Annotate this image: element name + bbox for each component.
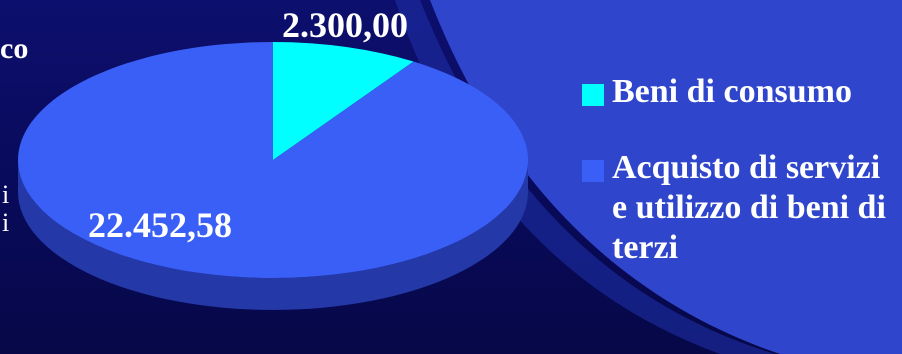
pie-side-wall: [18, 160, 528, 310]
chart-legend: Beni di consumo Acquisto di servizi e ut…: [580, 72, 900, 304]
legend-item-beni-di-consumo: Beni di consumo: [580, 72, 900, 112]
legend-label-beni-di-consumo: Beni di consumo: [612, 73, 852, 110]
pie-slice-acquisto-servizi: [18, 42, 529, 279]
edge-text-top: co: [0, 32, 29, 65]
legend-label-acquisto-servizi: Acquisto di servizi e utilizzo di beni d…: [612, 149, 886, 266]
edge-text-mid-1: i: [2, 180, 10, 209]
edge-text-mid-2: i: [2, 208, 10, 237]
pie-slice-beni-di-consumo: [273, 42, 414, 160]
legend-item-acquisto-servizi: Acquisto di servizi e utilizzo di beni d…: [580, 148, 900, 268]
legend-swatch-acquisto-servizi: [582, 160, 604, 182]
data-label-beni-di-consumo: 2.300,00: [282, 5, 408, 45]
data-label-acquisto-servizi: 22.452,58: [88, 205, 232, 245]
legend-swatch-beni-di-consumo: [582, 84, 604, 106]
